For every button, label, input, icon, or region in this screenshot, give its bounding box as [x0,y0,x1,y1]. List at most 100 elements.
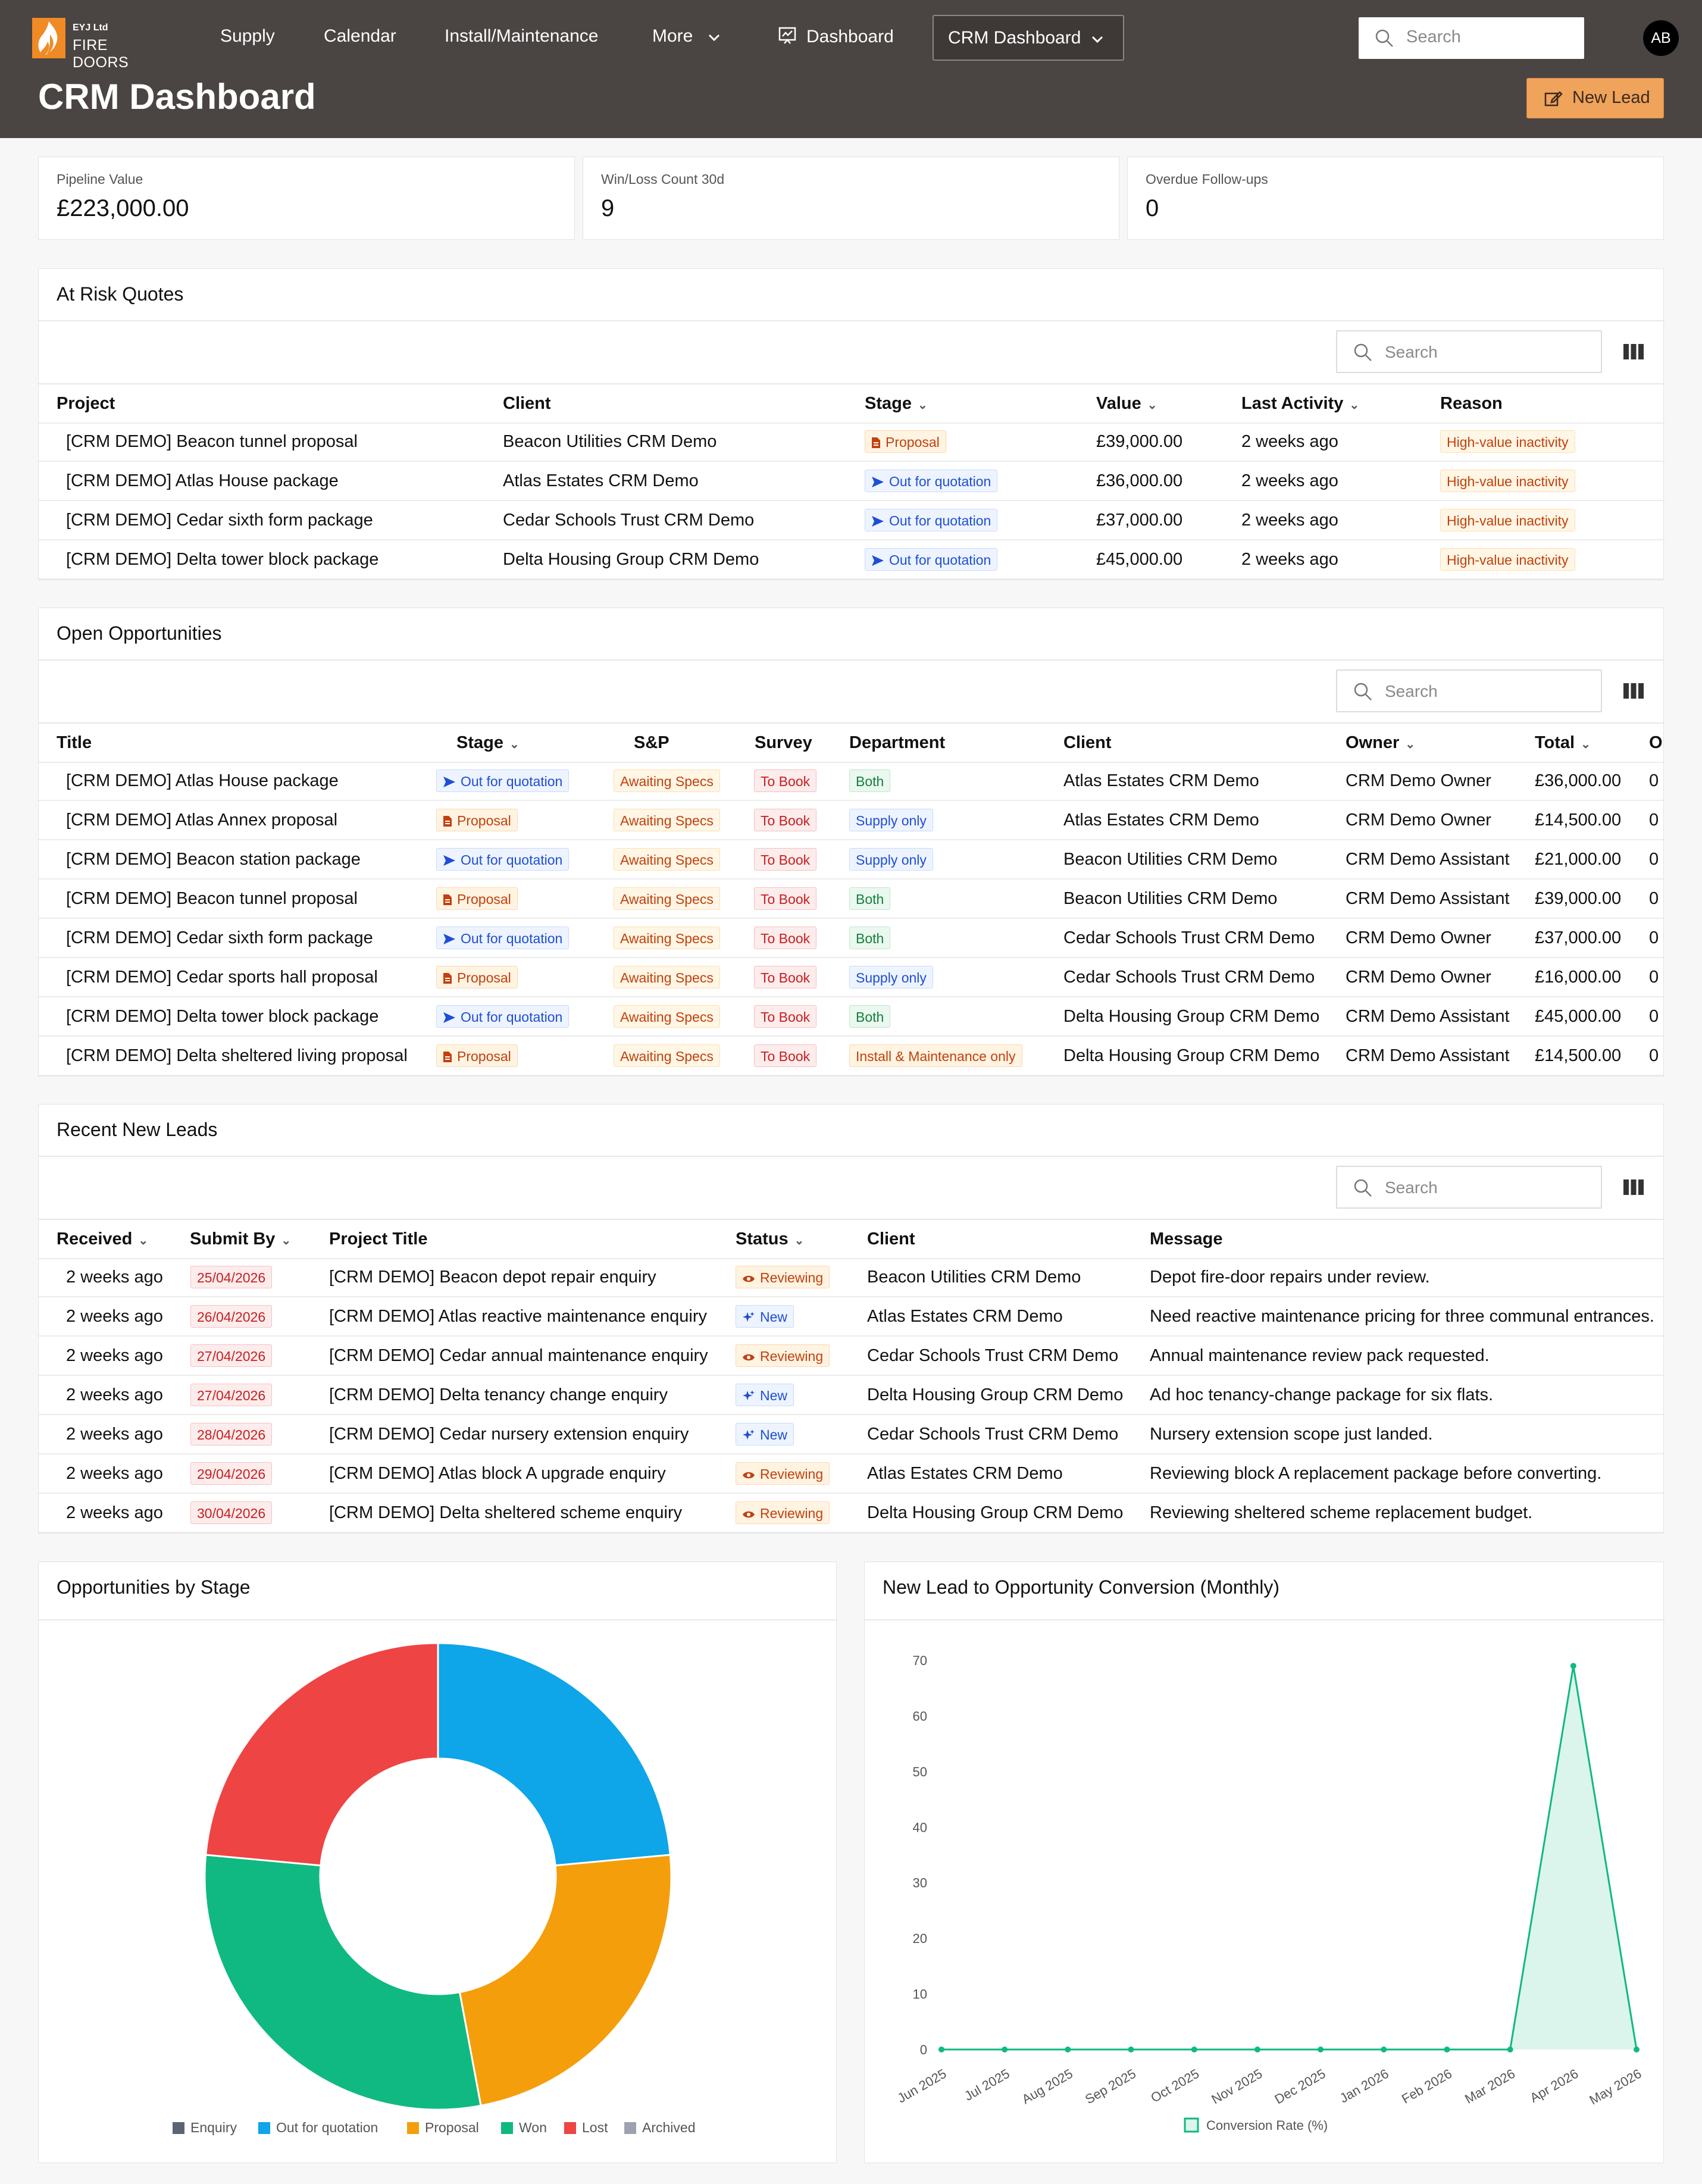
table-row[interactable]: 2 weeks ago 26/04/2026 [CRM DEMO] Atlas re… [39,1297,1663,1337]
table-row[interactable]: [CRM DEMO] Beacon tunnel proposal Proposa… [39,880,1663,919]
survey-badge: To Book [754,927,817,949]
col-received[interactable]: Received ⌄ [57,1229,148,1249]
col-stage[interactable]: Stage ⌄ [865,394,928,414]
col-truncated[interactable]: O [1649,733,1663,752]
submit-date-badge-label: 30/04/2026 [197,1506,266,1521]
col-status[interactable]: Status ⌄ [736,1229,804,1249]
cell-total: £14,500.00 [1535,1046,1622,1065]
cell-received: 2 weeks ago [66,1307,163,1326]
leads-search-input[interactable]: Search [1336,1166,1602,1209]
table-row[interactable]: 2 weeks ago 25/04/2026 [CRM DEMO] Beacon d… [39,1258,1663,1297]
opportunities-search-input[interactable]: Search [1336,669,1602,712]
cell-title: [CRM DEMO] Delta sheltered living propos… [66,1046,408,1065]
reason-badge: High-value inactivity [1440,509,1575,531]
table-row[interactable]: [CRM DEMO] Cedar sixth form package Out f… [39,919,1663,958]
submit-date-badge: 28/04/2026 [190,1423,273,1445]
table-row[interactable]: [CRM DEMO] Delta tower block package Delt… [39,540,1665,580]
survey-badge-label: To Book [761,813,811,828]
table-row[interactable]: [CRM DEMO] Atlas Annex proposal Proposal A… [39,801,1663,840]
global-search-input[interactable]: Search [1359,17,1584,59]
col-submit-by[interactable]: Submit By ⌄ [190,1229,291,1249]
table-row[interactable]: [CRM DEMO] Atlas House package Atlas Esta… [39,462,1665,501]
legend-label: Archived [642,2120,696,2135]
sp-badge-label: Awaiting Specs [620,813,714,828]
chevron-down-icon: ⌄ [138,1234,149,1247]
table-row[interactable]: [CRM DEMO] Beacon station package Out for… [39,840,1663,880]
nav-install-maintenance[interactable]: Install/Maintenance [445,26,599,46]
col-department[interactable]: Department [849,733,946,752]
table-row[interactable]: 2 weeks ago 30/04/2026 [CRM DEMO] Delta sh… [39,1494,1663,1533]
legend-item[interactable]: Lost [564,2120,608,2136]
nav-calendar[interactable]: Calendar [324,26,396,46]
legend-item[interactable]: Out for quotation [258,2120,378,2136]
stage-badge: Proposal [436,966,518,988]
col-total[interactable]: Total ⌄ [1535,733,1591,753]
at-risk-search-input[interactable]: Search [1336,330,1602,373]
col-owner[interactable]: Owner ⌄ [1346,733,1415,753]
crm-dashboard-label: CRM Dashboard [948,28,1081,48]
status-badge-label: New [760,1309,788,1325]
company-logo[interactable]: EYJ Ltd FIRE DOORS [32,17,157,71]
table-row[interactable]: [CRM DEMO] Atlas House package Out for qu… [39,762,1663,801]
pie-slice-out-for-quotation [437,1642,671,1867]
legend-label: Won [519,2120,547,2135]
col-client[interactable]: Client [1063,733,1112,752]
col-title[interactable]: Title [57,733,92,752]
nav-dashboard[interactable]: Dashboard [778,26,894,47]
columns-icon[interactable] [1623,343,1644,361]
col-survey[interactable]: Survey [755,733,812,752]
divider [39,1532,1663,1533]
at-risk-quotes-panel: At Risk Quotes Search Project Client Sta… [38,268,1665,580]
cell-client: Atlas Estates CRM Demo [1063,811,1259,830]
table-row[interactable]: [CRM DEMO] Delta sheltered living propos… [39,1037,1663,1076]
table-row[interactable]: 2 weeks ago 29/04/2026 [CRM DEMO] Atlas bl… [39,1454,1663,1494]
cell-truncated: 0 [1649,968,1659,987]
legend-item[interactable]: Won [501,2120,547,2136]
crm-dashboard-dropdown[interactable]: CRM Dashboard [933,15,1124,61]
nav-more[interactable]: More [652,26,721,46]
table-row[interactable]: [CRM DEMO] Cedar sports hall proposal Pro… [39,958,1663,997]
nav-supply[interactable]: Supply [220,26,275,46]
kpi-label: Pipeline Value [57,171,143,187]
col-last-activity[interactable]: Last Activity ⌄ [1241,394,1359,414]
table-row[interactable]: [CRM DEMO] Beacon tunnel proposal Beacon … [39,423,1665,462]
cell-received: 2 weeks ago [66,1346,163,1365]
document-icon [443,973,452,984]
x-tick-label: Aug 2025 [1019,2066,1075,2107]
new-lead-button[interactable]: New Lead [1526,78,1664,118]
eye-icon [743,1275,755,1282]
columns-icon[interactable] [1623,682,1644,700]
stage-badge: Proposal [436,809,518,831]
legend-item[interactable]: Proposal [407,2120,479,2136]
legend-item[interactable]: Archived [624,2120,695,2136]
reason-badge-label: High-value inactivity [1447,552,1569,568]
col-submit-by-label: Submit By [190,1229,276,1249]
col-reason[interactable]: Reason [1440,394,1503,413]
y-tick-label: 60 [913,1709,927,1723]
col-client[interactable]: Client [503,394,551,413]
col-message[interactable]: Message [1150,1229,1223,1249]
divider [39,1156,1663,1157]
table-row[interactable]: 2 weeks ago 28/04/2026 [CRM DEMO] Cedar nu… [39,1415,1663,1454]
department-badge: Supply only [849,966,933,988]
table-row[interactable]: 2 weeks ago 27/04/2026 [CRM DEMO] Cedar an… [39,1337,1663,1376]
table-row[interactable]: [CRM DEMO] Cedar sixth form package Cedar… [39,501,1665,540]
col-value[interactable]: Value ⌄ [1096,394,1157,414]
table-row[interactable]: [CRM DEMO] Delta tower block package Out … [39,997,1663,1037]
col-sp[interactable]: S&P [634,733,669,752]
chevron-down-icon: ⌄ [917,399,928,412]
legend-item[interactable]: Enquiry [173,2120,237,2136]
columns-icon[interactable] [1623,1178,1644,1196]
submit-date-badge: 27/04/2026 [190,1384,273,1406]
user-avatar[interactable]: AB [1643,20,1679,56]
col-stage[interactable]: Stage ⌄ [456,733,520,753]
cell-total: £21,000.00 [1535,850,1622,869]
x-tick-label: Feb 2026 [1399,2066,1454,2107]
table-row[interactable]: 2 weeks ago 27/04/2026 [CRM DEMO] Delta te… [39,1376,1663,1415]
open-opportunities-panel: Open Opportunities Search Title Stage ⌄ S… [38,608,1664,1077]
data-point [938,2047,944,2052]
col-client[interactable]: Client [867,1229,915,1249]
col-project[interactable]: Project [57,394,115,413]
col-project-title[interactable]: Project Title [329,1229,428,1249]
cell-project-title: [CRM DEMO] Delta sheltered scheme enquir… [329,1503,683,1522]
